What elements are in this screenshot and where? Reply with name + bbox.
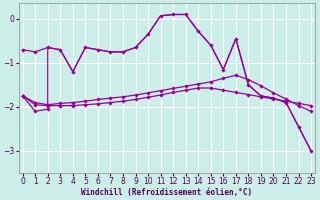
X-axis label: Windchill (Refroidissement éolien,°C): Windchill (Refroidissement éolien,°C) <box>81 188 252 197</box>
